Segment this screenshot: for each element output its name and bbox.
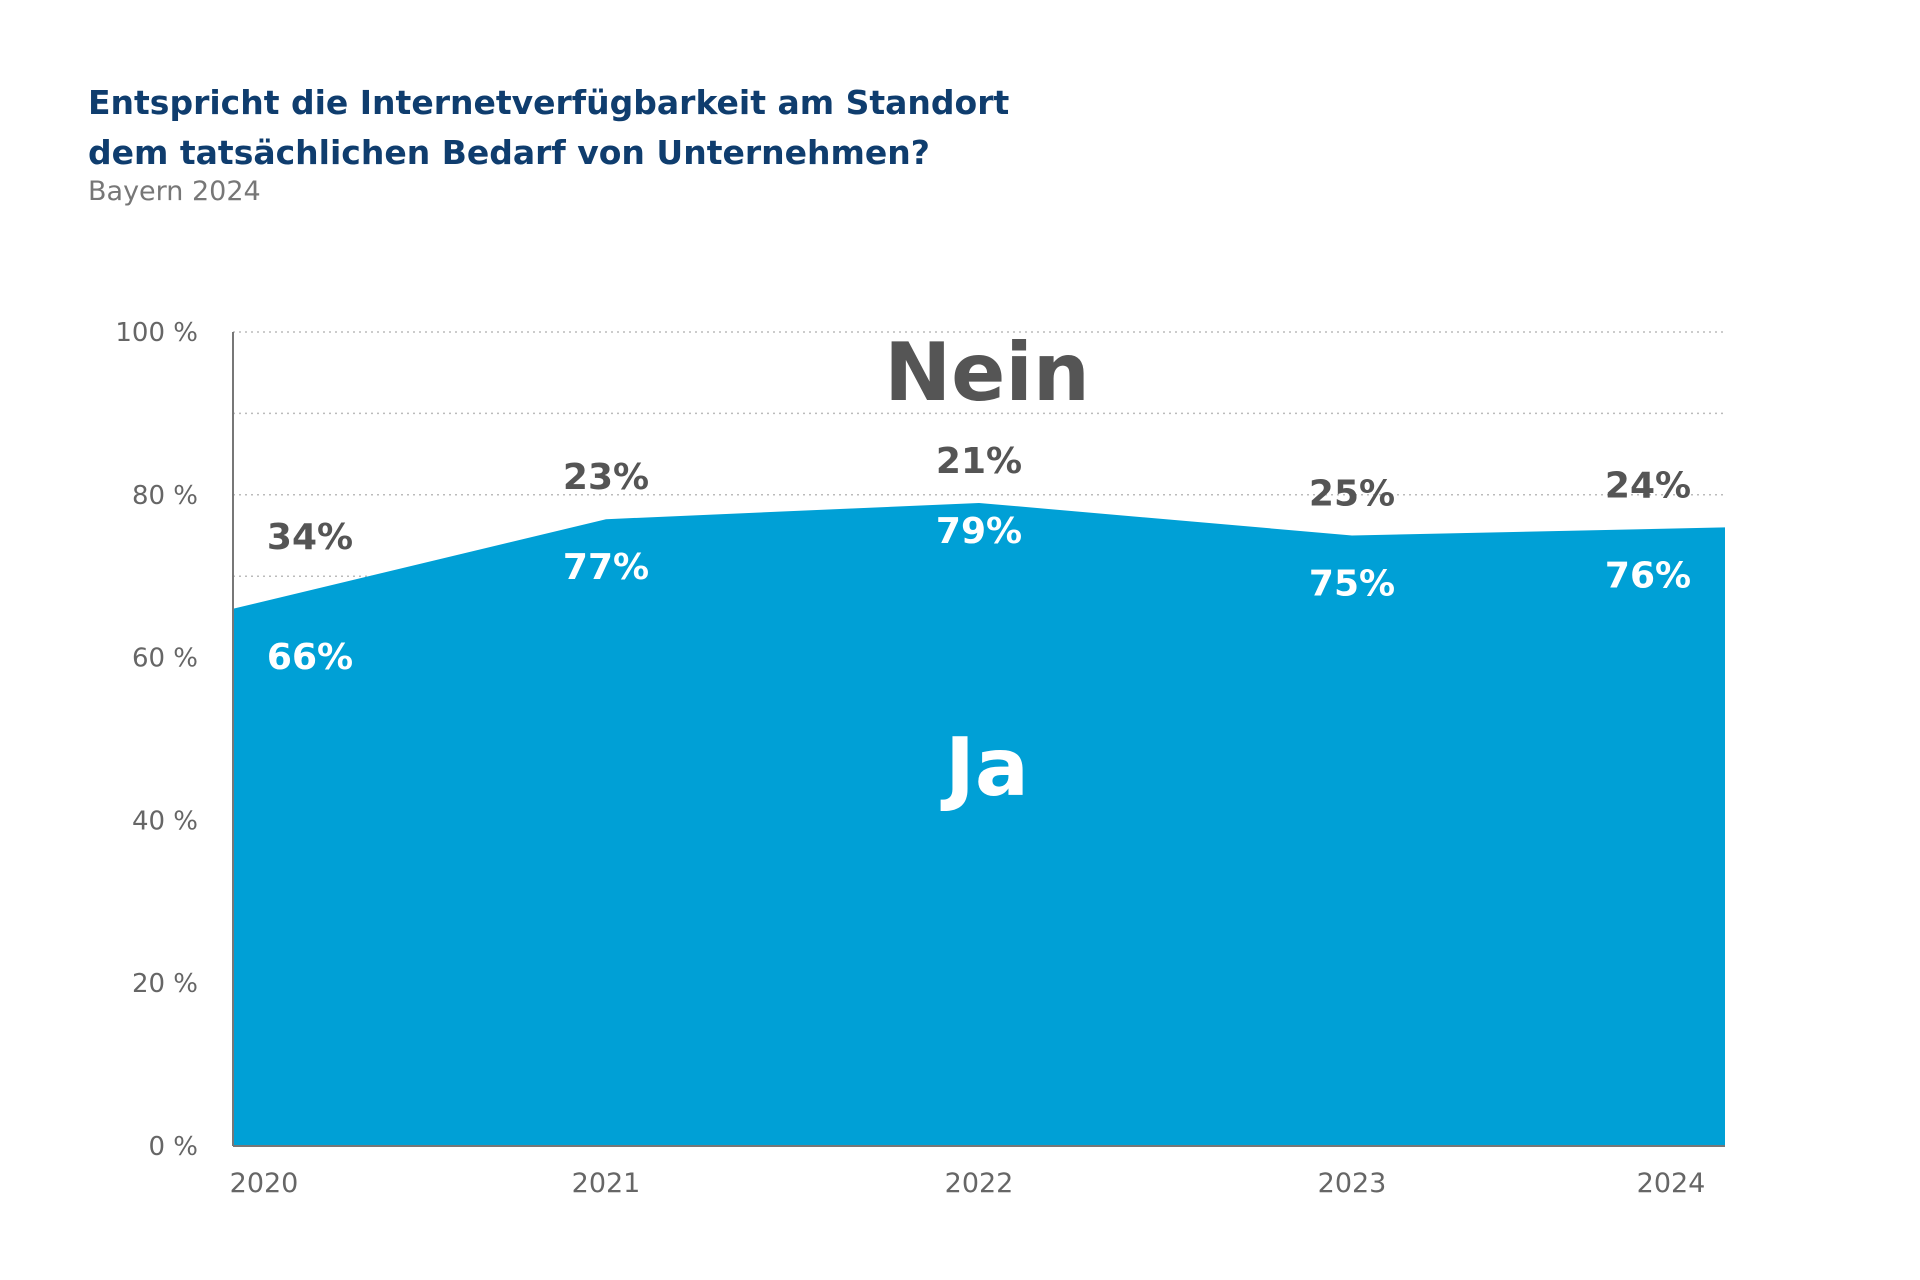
data-labels: 34% 66% 23% 77% 21% 79% 25% 75% 24% 76% Nein Ja xyxy=(267,326,1691,814)
y-tick-label: 40 % xyxy=(132,806,198,836)
x-tick-label: 2021 xyxy=(572,1168,641,1199)
ja-area xyxy=(233,502,1725,1146)
nein-value-label: 24% xyxy=(1605,465,1691,506)
ja-value-label: 77% xyxy=(563,547,649,588)
nein-value-label: 34% xyxy=(267,517,353,558)
axes: 0 % 20 % 40 % 60 % 80 % 100 % 2020 2021 2022 2023… xyxy=(115,318,1725,1199)
y-tick-label: 100 % xyxy=(115,318,198,348)
x-tick-label: 2022 xyxy=(945,1168,1014,1199)
x-tick-label: 2020 xyxy=(230,1168,299,1199)
ja-value-label: 75% xyxy=(1309,564,1395,605)
area-layer xyxy=(233,502,1725,1146)
ja-value-label: 79% xyxy=(936,511,1022,552)
y-tick-label: 80 % xyxy=(132,481,198,511)
chart-title: Entspricht die Internetverfügbarkeit am … xyxy=(88,83,1010,172)
nein-value-label: 25% xyxy=(1309,474,1395,515)
nein-area-title: Nein xyxy=(884,326,1090,419)
chart-subtitle: Bayern 2024 xyxy=(88,176,261,207)
ja-value-label: 76% xyxy=(1605,555,1691,596)
x-tick-label: 2023 xyxy=(1318,1168,1387,1199)
x-tick-label: 2024 xyxy=(1637,1168,1706,1199)
y-tick-label: 60 % xyxy=(132,644,198,674)
y-tick-label: 0 % xyxy=(148,1132,198,1162)
ja-value-label: 66% xyxy=(267,637,353,678)
nein-value-label: 23% xyxy=(563,457,649,498)
nein-value-label: 21% xyxy=(936,441,1022,482)
y-tick-label: 20 % xyxy=(132,969,198,999)
ja-area-title: Ja xyxy=(940,721,1029,814)
